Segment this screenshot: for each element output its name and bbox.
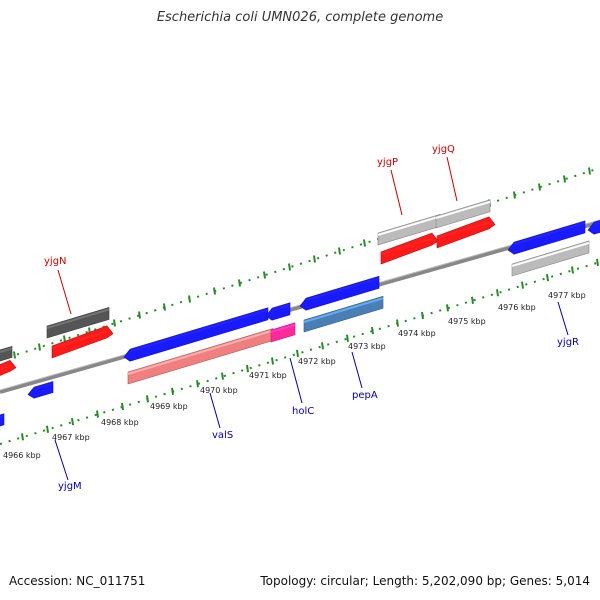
major-tick	[546, 273, 549, 282]
major-tick	[521, 281, 524, 289]
map-title: Escherichia coli UMN026, complete genome	[156, 10, 444, 25]
topology-text: Topology: circular; Length: 5,202,090 bp…	[260, 574, 590, 588]
major-tick	[321, 342, 324, 350]
major-tick	[313, 255, 316, 263]
major-tick	[588, 167, 591, 175]
gene-label-yjgQ: yjgQ	[432, 144, 455, 155]
major-tick	[46, 425, 49, 433]
gene-arrow-yjgP-red-highlight	[380, 237, 433, 255]
gene-arrow-yjgR-light-highlight	[511, 241, 590, 267]
major-tick	[563, 175, 566, 183]
major-tick	[146, 395, 149, 403]
major-tick	[288, 263, 291, 271]
scale-label: 4976 kbp	[498, 303, 536, 312]
gene-label-yjgR: yjgR	[557, 337, 579, 348]
major-tick	[213, 287, 216, 295]
leader-line-valS	[209, 392, 221, 429]
gene-arrow-left-red-highlight	[0, 365, 11, 371]
gene-arrow-left-blue-small-highlight	[33, 382, 54, 391]
gene-arrow-left-gray-highlight	[0, 347, 13, 354]
gene-label-valS: valS	[212, 430, 233, 441]
major-tick	[396, 319, 399, 327]
major-tick	[446, 304, 449, 312]
major-tick	[196, 380, 199, 388]
major-tick	[138, 311, 141, 319]
major-tick	[371, 327, 374, 335]
major-tick	[271, 357, 274, 365]
major-tick	[13, 351, 16, 359]
scale-label: 4975 kbp	[448, 317, 486, 326]
gene-label-yjgM: yjgM	[58, 481, 82, 492]
gene-arrow-yjgN-gray-highlight	[46, 308, 110, 329]
major-tick	[71, 418, 74, 426]
scale-label: 4977 kbp	[548, 291, 586, 300]
major-tick	[571, 266, 574, 274]
leader-line-yjgN	[57, 269, 72, 315]
major-tick	[496, 289, 499, 297]
scale-label: 4971 kbp	[249, 371, 287, 380]
major-tick	[513, 191, 516, 199]
major-tick	[263, 271, 266, 279]
gene-arrow-left-red	[0, 360, 17, 376]
scale-label: 4972 kbp	[298, 357, 336, 366]
gene-arrow-yjgN-red-highlight	[51, 330, 108, 349]
scale-label: 4969 kbp	[150, 402, 188, 411]
gene-arrow-pepA-steel-highlight	[303, 297, 384, 323]
gene-label-pepA: pepA	[352, 390, 378, 401]
major-tick	[296, 349, 299, 358]
gene-track	[0, 199, 600, 427]
leader-line-yjgR	[557, 301, 569, 336]
scale-label: 4970 kbp	[200, 386, 238, 395]
scale-label: 4974 kbp	[398, 329, 436, 338]
scale-label: 4968 kbp	[101, 418, 139, 427]
leader-line-pepA	[351, 351, 363, 389]
leader-line-holC	[289, 357, 303, 404]
gene-arrow-yjgQ-light-highlight	[435, 200, 491, 219]
leader-line-yjgM	[54, 439, 69, 481]
major-tick	[538, 183, 541, 191]
inner-tick-track	[0, 261, 600, 445]
gene-arrow-yjgQ-red-highlight	[436, 221, 490, 239]
major-tick	[421, 311, 424, 320]
genome-backbone	[0, 220, 600, 394]
major-tick	[363, 239, 366, 247]
major-tick	[188, 295, 191, 303]
scale-label: 4966 kbp	[3, 451, 41, 460]
major-tick	[171, 387, 174, 395]
gene-label-yjgP: yjgP	[377, 157, 398, 168]
leader-line-yjgP	[390, 169, 403, 216]
gene-arrow-right-blue-highlight	[593, 221, 600, 226]
major-tick	[38, 343, 41, 351]
major-tick	[338, 247, 341, 255]
major-tick	[246, 364, 249, 373]
major-tick	[163, 303, 166, 311]
gene-label-holC: holC	[292, 406, 314, 417]
scale-label: 4967 kbp	[52, 433, 90, 442]
gene-arrow-yjgR-blue-highlight	[513, 221, 586, 246]
major-tick	[121, 402, 124, 411]
gene-arrow-holC-blue-highlight	[271, 303, 291, 312]
major-tick	[238, 279, 241, 287]
major-tick	[346, 334, 349, 342]
scale-label: 4973 kbp	[348, 342, 386, 351]
major-tick	[221, 372, 224, 380]
major-tick	[96, 410, 99, 418]
major-tick	[471, 296, 474, 304]
major-tick	[113, 319, 116, 327]
gene-label-yjgN: yjgN	[44, 256, 67, 267]
accession-text: Accession: NC_011751	[9, 574, 146, 588]
gene-arrow-valS-blue-highlight	[129, 308, 269, 353]
gene-arrow-valS-pink-highlight	[127, 329, 274, 375]
major-tick	[21, 433, 24, 441]
gene-arrow-yjgP-light-highlight	[377, 215, 441, 236]
gene-arrow-pepA-blue-highlight	[305, 277, 380, 302]
major-tick	[596, 258, 599, 267]
leader-line-yjgQ	[446, 156, 458, 202]
gene-arrow-holC-magenta-highlight	[270, 323, 296, 333]
